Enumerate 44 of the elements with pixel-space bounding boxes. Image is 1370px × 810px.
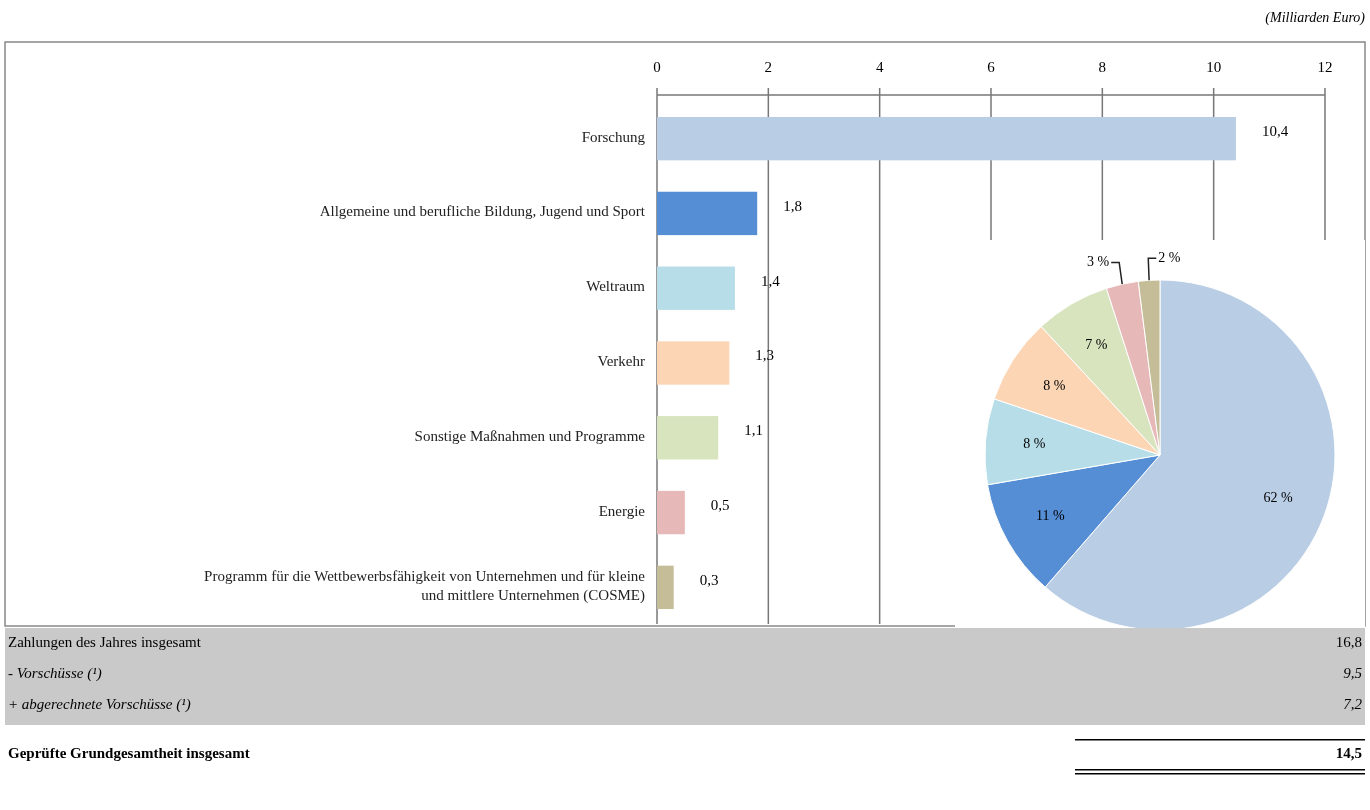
x-tick-label: 8 <box>1098 59 1107 75</box>
data-label: 3 % <box>1087 253 1110 269</box>
bar <box>657 416 719 460</box>
chart-subtitle: (Milliarden Euro) <box>1265 10 1366 26</box>
data-label: 0,5 <box>710 497 730 514</box>
bar <box>657 341 730 385</box>
bar <box>657 565 674 610</box>
y-tick-label: Energie <box>598 503 646 520</box>
data-label: 2 % <box>1158 249 1181 265</box>
y-tick-label: Sonstige Maßnahmen und Programme <box>414 428 646 445</box>
bar <box>657 116 1236 161</box>
data-label: 8 % <box>1043 377 1066 393</box>
x-tick-label: 0 <box>653 59 661 75</box>
text: + abgerechnete Vorschüsse (¹) <box>8 696 191 714</box>
bar <box>657 490 685 535</box>
x-tick-label: 4 <box>875 59 884 75</box>
text: Geprüfte Grundgesamtheit insgesamt <box>8 745 250 762</box>
x-tick-label: 10 <box>1206 59 1222 75</box>
data-label: 10,4 <box>1261 123 1289 140</box>
data-label: 11 % <box>1035 508 1065 524</box>
x-tick-label: 6 <box>987 59 996 75</box>
text: Zahlungen des Jahres insgesamt <box>8 634 202 651</box>
bar <box>657 191 758 236</box>
data-label: 62 % <box>1263 490 1293 506</box>
x-tick-label: 2 <box>764 59 773 75</box>
text: 16,8 <box>1335 634 1362 651</box>
data-label: 1,4 <box>760 272 781 289</box>
y-tick-label: Weltraum <box>586 278 646 295</box>
data-label: 1,8 <box>783 197 802 214</box>
text: - Vorschüsse (¹) <box>8 665 102 683</box>
text: 9,5 <box>1343 665 1363 682</box>
x-tick-label: 12 <box>1317 59 1333 75</box>
data-label: 0,3 <box>699 571 719 588</box>
text: 14,5 <box>1335 745 1362 762</box>
y-tick-label: Allgemeine und berufliche Bildung, Jugend und Sport <box>319 203 646 220</box>
bar <box>657 266 735 310</box>
text: 7,2 <box>1343 696 1363 713</box>
data-label: 8 % <box>1023 436 1046 452</box>
data-label: 1,3 <box>755 347 775 364</box>
data-label: 7 % <box>1085 337 1108 353</box>
y-tick-label: Verkehr <box>597 353 645 370</box>
y-tick-label: Forschung <box>581 129 646 146</box>
y-tick-label: Programm für die Wettbewerbsfähigkeit von Unternehmen und für kleine und mittlere Unternehmen (COSME) <box>204 568 646 605</box>
data-label: 1,1 <box>744 422 763 439</box>
